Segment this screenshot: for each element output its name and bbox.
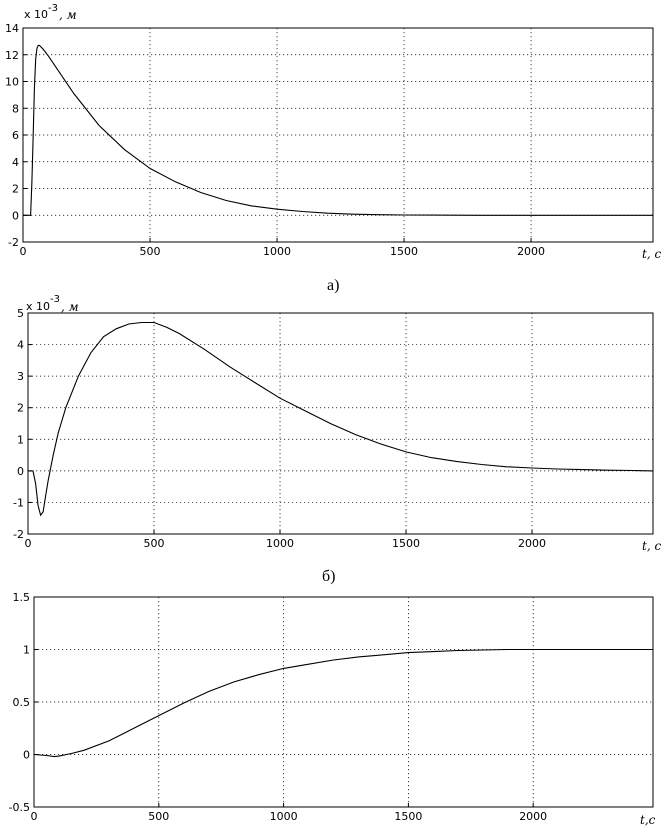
y-tick-label: 0.5 xyxy=(13,696,31,709)
x-tick-label: 500 xyxy=(144,537,165,550)
panel-caption: а) xyxy=(327,277,339,294)
chart-panel-c: 0 500 1000 1500 2000-0.500.511.5 t,c xyxy=(9,591,656,827)
y-tick-label: 3 xyxy=(17,370,24,383)
y-exponent: -3 xyxy=(48,3,58,14)
plot-frame xyxy=(27,312,654,535)
grid xyxy=(28,313,653,534)
grid xyxy=(23,28,653,242)
series-line xyxy=(28,321,654,517)
x-tick-label: 2000 xyxy=(519,810,547,823)
x-tick-label: 2000 xyxy=(517,245,545,258)
x-tick-label: 0 xyxy=(20,245,27,258)
y-tick-label: 5 xyxy=(17,307,24,320)
y-tick-label: 4 xyxy=(17,339,24,352)
series-line xyxy=(33,648,653,758)
x-tick-label: 2000 xyxy=(518,537,546,550)
y-tick-label: 4 xyxy=(12,156,19,169)
x-axis-label: t, c xyxy=(642,539,661,553)
y-tick-label: -2 xyxy=(13,528,24,541)
y-tick-label: 0 xyxy=(12,209,19,222)
y-unit: , м xyxy=(59,8,77,22)
y-tick-label: -0.5 xyxy=(9,801,30,814)
x-axis-label: t, c xyxy=(642,247,661,261)
x-tick-label: 1000 xyxy=(266,537,294,550)
panel-caption: б) xyxy=(322,568,335,585)
x-tick-label: 1500 xyxy=(390,245,418,258)
y-tick-label: 0 xyxy=(17,465,24,478)
y-tick-label: 14 xyxy=(5,22,19,35)
y-tick-label: 6 xyxy=(12,129,19,142)
x-tick-label: 500 xyxy=(148,810,169,823)
tick-labels: 0 500 1000 1500 2000-0.500.511.5 xyxy=(9,591,548,823)
x-tick-label: 1500 xyxy=(392,537,420,550)
y-tick-label: -1 xyxy=(13,496,24,509)
y-tick-label: 2 xyxy=(12,183,19,196)
y-tick-label: 8 xyxy=(12,102,19,115)
y-tick-label: 1 xyxy=(23,644,30,657)
y-exponent: -3 xyxy=(50,294,60,305)
y-tick-label: -2 xyxy=(8,236,19,249)
y-unit: , м xyxy=(61,300,79,314)
y-multiplier: x 10 xyxy=(26,300,50,313)
x-axis-label: t,c xyxy=(640,813,656,827)
y-tick-label: 1.5 xyxy=(13,591,31,604)
x-tick-label: 0 xyxy=(25,537,32,550)
tick-labels: 0 500 1000 1500 2000 -2 -1 0 1 2 3 4 5 xyxy=(13,307,546,550)
x-tick-label: 1500 xyxy=(394,810,422,823)
y-multiplier: x 10 xyxy=(24,8,48,21)
x-tick-label: 500 xyxy=(140,245,161,258)
chart-panel-b: 0 500 1000 1500 2000 -2 -1 0 1 2 3 4 5 x 10 -3 , м t… xyxy=(13,294,661,585)
y-tick-label: 0 xyxy=(23,749,30,762)
grid xyxy=(34,597,653,807)
y-tick-label: 2 xyxy=(17,402,24,415)
plot-frame xyxy=(22,27,654,243)
series-line xyxy=(23,44,653,216)
x-tick-label: 0 xyxy=(31,810,38,823)
y-tick-label: 12 xyxy=(5,49,19,62)
x-tick-label: 1000 xyxy=(270,810,298,823)
x-tick-label: 1000 xyxy=(263,245,291,258)
y-tick-label: 1 xyxy=(17,433,24,446)
y-tick-label: 10 xyxy=(5,76,19,89)
